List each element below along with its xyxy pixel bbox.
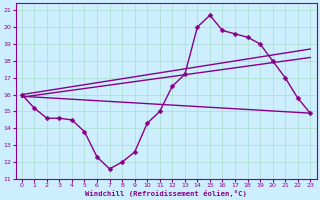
X-axis label: Windchill (Refroidissement éolien,°C): Windchill (Refroidissement éolien,°C) bbox=[85, 190, 247, 197]
